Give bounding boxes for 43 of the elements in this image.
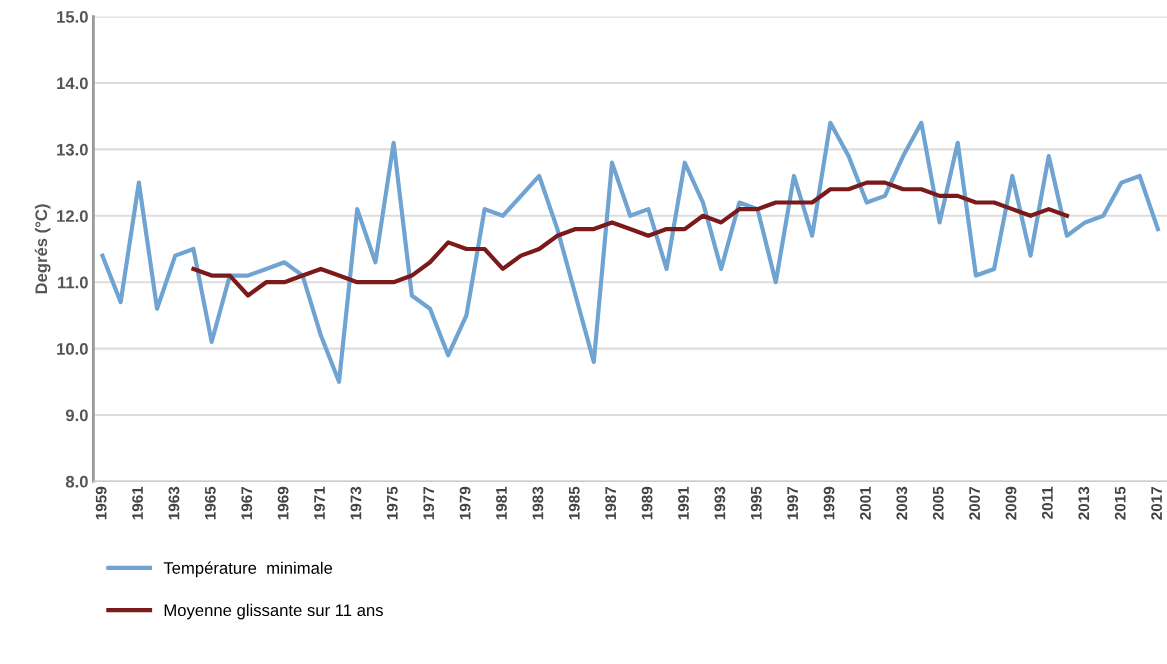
y-tick-label: 12.0 <box>57 210 88 222</box>
y-tick-label: 10.0 <box>57 343 88 355</box>
x-tick-label: 1961 <box>132 486 143 520</box>
x-tick-label: 1975 <box>386 486 398 520</box>
x-tick-label: 1985 <box>568 486 580 520</box>
x-tick-label: 1987 <box>605 486 617 520</box>
x-tick-label: 1979 <box>459 486 471 520</box>
x-tick-label: 1991 <box>678 486 689 520</box>
line-series <box>100 120 1160 384</box>
x-tick-label: 1971 <box>314 486 325 520</box>
x-tick-label: 1997 <box>787 486 799 520</box>
x-tick-label: 1965 <box>204 486 216 520</box>
y-tick-label: 11.0 <box>58 276 88 289</box>
x-tick-label: 1963 <box>168 486 180 520</box>
x-tick-label: 1977 <box>423 486 435 520</box>
y-tick-label: 13.0 <box>57 143 88 156</box>
x-tick-label: 2003 <box>896 486 908 520</box>
y-tick-label: 8.0 <box>65 475 88 488</box>
x-tick-label: 1969 <box>277 486 289 520</box>
x-tick-label: 2001 <box>860 486 871 520</box>
y-tick-label: 15.0 <box>57 11 88 23</box>
x-tick-label: 1989 <box>641 486 653 520</box>
x-tick-label: 2005 <box>932 486 944 520</box>
x-tick-label: 2011 <box>1042 486 1053 519</box>
x-tick-label: 1995 <box>750 486 762 520</box>
x-tick-label: 1999 <box>823 486 835 520</box>
x-tick-label: 2007 <box>969 486 981 520</box>
x-tick-label: 1973 <box>350 486 362 520</box>
legend-label: Moyenne glissante sur 11 ans <box>164 603 383 620</box>
x-tick-label: 1967 <box>241 486 253 520</box>
x-tick-label: 2017 <box>1151 486 1162 520</box>
line-series <box>191 180 1069 298</box>
x-tick-label: 1983 <box>532 486 544 520</box>
x-tick-label: 1981 <box>496 486 507 520</box>
y-axis-title: Degrés (°C) <box>34 204 51 294</box>
x-tick-label: 1959 <box>95 486 107 520</box>
legend-label: Température minimale <box>163 561 333 578</box>
y-tick-label: 14.0 <box>57 77 88 90</box>
x-tick-label: 2013 <box>1078 486 1090 520</box>
x-tick-label: 2009 <box>1005 486 1017 520</box>
x-tick-label: 2015 <box>1114 486 1126 520</box>
y-tick-label: 9.0 <box>65 409 88 422</box>
x-tick-label: 1993 <box>714 486 726 520</box>
